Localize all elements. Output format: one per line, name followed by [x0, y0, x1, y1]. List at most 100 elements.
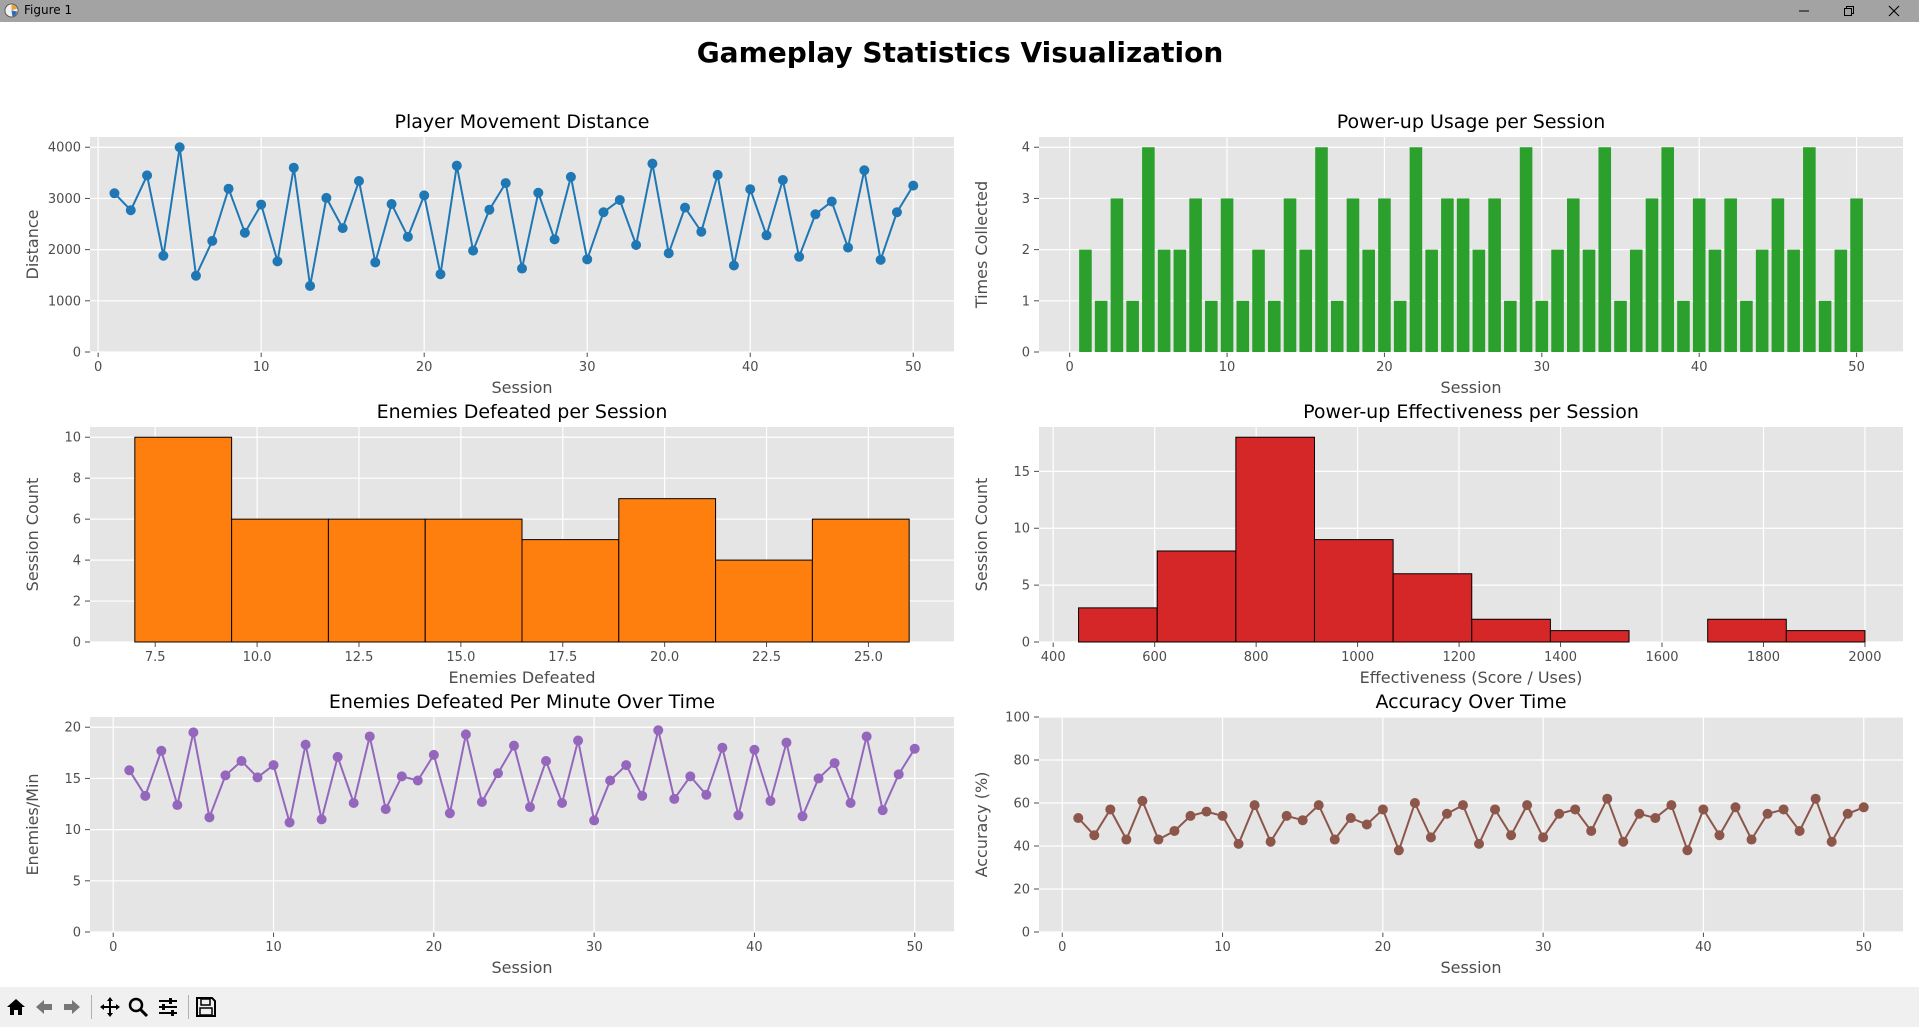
- bar: [1535, 300, 1549, 352]
- forward-arrow-icon: [64, 1000, 80, 1014]
- data-point: [891, 207, 902, 218]
- x-tick-label: 15.0: [446, 650, 475, 665]
- bar: [1677, 300, 1690, 352]
- data-point: [1650, 813, 1661, 824]
- x-axis-label: Session: [1440, 958, 1501, 977]
- data-point: [1441, 808, 1452, 819]
- y-axis-label: Session Count: [972, 478, 991, 592]
- y-axis-label: Distance: [23, 210, 42, 280]
- data-point: [1265, 836, 1276, 847]
- data-point: [829, 758, 840, 769]
- subplot-title: Player Movement Distance: [395, 111, 650, 133]
- data-point: [1730, 802, 1741, 813]
- x-tick-label: 20: [416, 360, 433, 375]
- y-tick-label: 4: [73, 554, 81, 569]
- histogram-bar: [1549, 630, 1630, 643]
- subplot-title: Accuracy Over Time: [1375, 691, 1566, 713]
- x-axis-label: Session: [491, 378, 552, 397]
- bar: [1378, 198, 1391, 352]
- data-point: [1281, 810, 1292, 821]
- pan-button[interactable]: [96, 993, 124, 1021]
- bar: [1456, 198, 1470, 352]
- data-point: [337, 223, 348, 234]
- data-point: [190, 270, 201, 281]
- data-point: [288, 162, 299, 173]
- data-point: [1121, 834, 1132, 845]
- forward-button[interactable]: [58, 993, 86, 1021]
- save-button[interactable]: [192, 993, 220, 1021]
- y-tick-label: 0: [1022, 636, 1030, 651]
- home-button[interactable]: [2, 993, 30, 1021]
- data-point: [1682, 845, 1693, 856]
- bar: [1567, 198, 1580, 352]
- data-point: [188, 727, 199, 738]
- data-point: [541, 756, 552, 767]
- bar: [1645, 198, 1659, 352]
- data-point: [156, 745, 167, 756]
- x-tick-label: 30: [579, 360, 596, 375]
- x-tick-label: 20: [1375, 940, 1392, 955]
- back-button[interactable]: [30, 993, 58, 1021]
- y-tick-label: 2: [1022, 243, 1030, 258]
- home-icon: [7, 999, 25, 1015]
- data-point: [1169, 825, 1180, 836]
- data-point: [749, 744, 760, 755]
- pan-move-icon: [100, 997, 120, 1017]
- bar: [1629, 249, 1643, 352]
- x-tick-label: 1400: [1544, 650, 1577, 665]
- bar: [1614, 300, 1627, 352]
- y-tick-label: 0: [73, 346, 81, 361]
- y-tick-label: 4: [1022, 141, 1030, 156]
- x-tick-label: 30: [1534, 360, 1551, 375]
- y-tick-label: 1000: [48, 294, 81, 309]
- data-point: [204, 812, 215, 823]
- data-point: [508, 740, 519, 751]
- data-point: [712, 169, 723, 180]
- data-point: [647, 158, 658, 169]
- x-tick-label: 20.0: [650, 650, 679, 665]
- minimize-button[interactable]: [1782, 0, 1826, 22]
- y-axis-label: Times Collected: [972, 181, 991, 309]
- x-tick-label: 10: [253, 360, 270, 375]
- bar: [1220, 198, 1234, 352]
- close-button[interactable]: [1872, 0, 1916, 22]
- configure-subplots-button[interactable]: [154, 993, 182, 1021]
- histogram-bar: [1078, 607, 1158, 643]
- data-point: [492, 768, 503, 779]
- data-point: [444, 808, 455, 819]
- x-tick-label: 2000: [1848, 650, 1881, 665]
- data-point: [794, 251, 805, 262]
- figure-canvas[interactable]: Gameplay Statistics Visualization 0 10 20 3…: [0, 22, 1919, 987]
- zoom-button[interactable]: [124, 993, 152, 1021]
- data-point: [859, 165, 870, 176]
- subplot-5: 0 10 20 30 40 50 0 5 10 15 20 Enemies Defeated Per …: [23, 691, 954, 977]
- data-point: [621, 760, 632, 771]
- bar: [1362, 249, 1375, 352]
- data-point: [598, 207, 609, 218]
- bar: [1267, 300, 1281, 352]
- bar: [1472, 249, 1486, 352]
- data-point: [124, 765, 135, 776]
- data-point: [1602, 793, 1613, 804]
- histogram-bar: [1785, 630, 1866, 643]
- back-arrow-icon: [36, 1000, 52, 1014]
- data-point: [353, 176, 364, 187]
- data-point: [172, 800, 183, 811]
- y-axis-label: Session Count: [23, 478, 42, 592]
- data-point: [589, 815, 600, 826]
- data-point: [125, 205, 136, 216]
- subplot-title: Power-up Effectiveness per Session: [1303, 401, 1639, 423]
- data-point: [109, 188, 120, 199]
- restore-button[interactable]: [1827, 0, 1871, 22]
- data-point: [663, 248, 674, 259]
- histogram-bar: [521, 539, 620, 643]
- x-tick-label: 800: [1244, 650, 1269, 665]
- data-point: [252, 772, 263, 783]
- y-tick-label: 0: [1022, 926, 1030, 941]
- subplot-4: 400 600 800 1000 1200 1400 1600 1800 2000 0 5 10 15 P…: [972, 401, 1903, 687]
- data-point: [476, 796, 487, 807]
- data-point: [701, 789, 712, 800]
- data-point: [810, 209, 821, 220]
- y-tick-label: 10: [64, 431, 81, 446]
- subplot-title: Enemies Defeated Per Minute Over Time: [329, 691, 715, 713]
